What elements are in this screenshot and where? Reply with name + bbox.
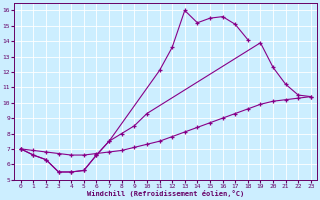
X-axis label: Windchill (Refroidissement éolien,°C): Windchill (Refroidissement éolien,°C) bbox=[87, 190, 244, 197]
